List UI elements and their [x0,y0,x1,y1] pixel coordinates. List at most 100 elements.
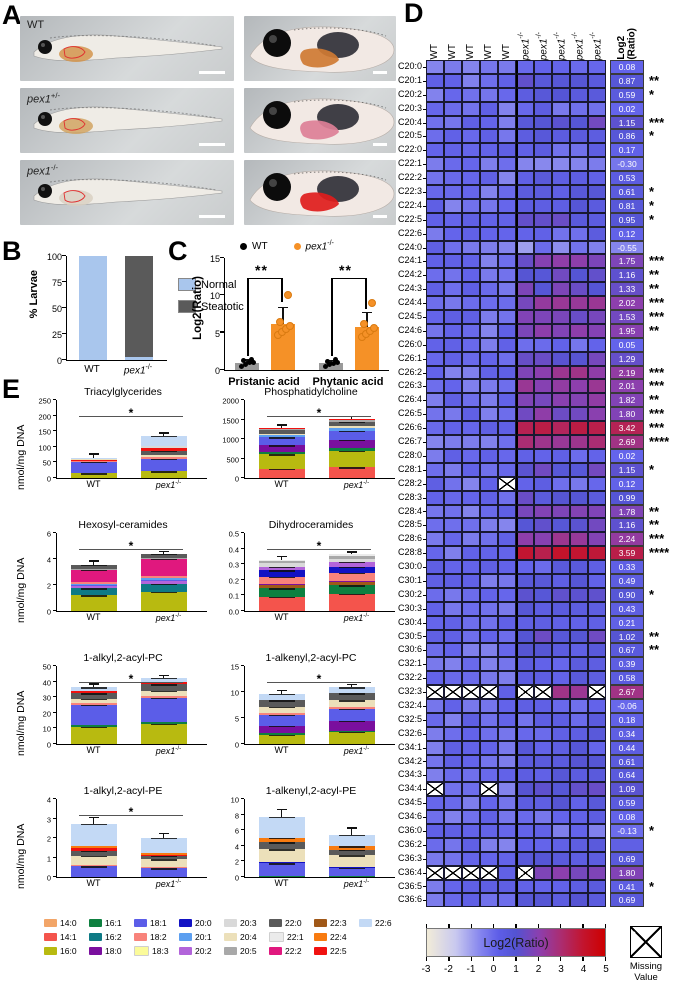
bar-segment-18:0 [259,726,305,734]
y-tick-label: 10 [42,724,51,734]
legend-swatch [44,947,57,955]
heatmap-cell [570,643,588,658]
lipid-species-label: C36:6 [398,893,426,907]
error-cap [89,683,99,685]
heatmap-cell [426,504,444,519]
heatmap-cell [534,851,552,866]
legend-item-16:1: 16:1 [89,918,134,928]
bar-segment-22:0 [329,693,375,701]
heatmap-cell [426,712,444,727]
lipid-species-label: C28:5 [398,518,426,532]
heatmap-cell [570,560,588,574]
bar-segment-18:2 [141,457,187,459]
segment-error-mark [269,734,295,737]
segment-error-mark [151,690,177,693]
ko-data-point [286,321,294,330]
column-header-text: pex1-/- [536,31,550,60]
segment-error-mark [151,838,177,840]
bar-segment-22:0 [259,700,305,707]
error-cap [362,311,372,314]
heatmap-cell [444,490,462,505]
stacked-bar-WT [71,564,117,611]
significance-stars: * [649,586,655,602]
bar-segment-Normal [79,256,107,360]
lipid-species-label: C34:3 [398,768,426,782]
log2-ratio-value: 0.41 [610,879,644,894]
legend-row: 16:0 18:0 18:3 20:2 20:5 22:2 22:5 [44,946,408,956]
heatmap-row: C30:2 0.90 * [398,588,682,602]
heatmap-cell [480,893,498,908]
legend-label: Normal [201,278,237,291]
heatmap-cell [534,129,552,144]
heatmap-color-scale: Log2(Ratio) -3 -2 -1 0 1 2 3 4 5 Missing Value [422,924,672,984]
legend-swatch [224,919,237,927]
significance-line: * [79,670,183,685]
heatmap-cell [444,365,462,380]
significance-stars [644,657,679,671]
stacked-bar-WT [259,428,305,478]
y-tick-label: 500 [226,455,239,464]
stacked-bar-WT [71,823,117,877]
log2-ratio-value: 2.19 [610,365,644,380]
heatmap-cell [480,143,498,158]
larva-closeup-illustration [249,98,395,145]
missing-value-legend: Missing Value [620,924,672,984]
heatmap-cell [462,365,480,380]
heatmap-cell [516,101,534,116]
heatmap-cell [588,796,606,811]
legend-swatch [359,919,372,927]
legend-label: 14:1 [60,932,77,942]
error-cap [89,453,99,455]
legend-swatch [44,933,57,941]
legend-dot [293,242,301,250]
missing-value-cell [444,685,462,699]
legend-item-pex1-/-: pex1-/- [293,240,334,252]
bar-segment-16:0 [71,726,117,744]
heatmap-cell [534,754,552,769]
heatmap-cell [426,379,444,394]
genotype-legend: WT pex1-/- [240,240,334,252]
segment-error-mark [81,588,107,590]
y-tick-label: 1 [46,854,51,863]
bar-segment-20:4 [329,855,375,867]
segment-error-mark [81,704,107,707]
chart-body: 0 5 10 15 * [217,663,405,750]
y-tick-mark [53,558,56,559]
bracket-leg [331,278,333,356]
bar-segment-18:0 [329,720,375,731]
heatmap-cell [588,365,606,380]
heatmap-cell [570,601,588,616]
heatmap-row: C26:5 1.80 *** [398,407,682,422]
heatmap-cell [480,573,498,588]
heatmap-cell [552,518,570,533]
heatmap-cell [444,407,462,422]
segment-error-mark [81,855,107,858]
y-tick-label: 6 [46,529,51,539]
panel-b-letter: B [2,236,22,266]
heatmap-cell [588,323,606,338]
y-tick-mark [62,332,66,334]
bar-segment-22:0 [329,849,375,856]
log2-ratio-value: 1.33 [610,282,644,297]
heatmap-cell [444,754,462,769]
heatmap-cell [552,323,570,338]
y-tick-label: 0.0 [228,607,239,617]
segment-error-mark [269,469,295,471]
segment-error-mark [339,855,365,857]
log2-ratio-value: 2.24 [610,532,644,547]
segment-error-mark [269,576,295,579]
scale-tick-label: 2 [535,964,542,975]
heatmap-cell [516,212,534,227]
bar-segment-18:0 [259,445,305,452]
segment-error-mark [81,698,107,701]
heatmap-cell [588,782,606,797]
bar-segment-22:6 [71,457,117,459]
scale-tick [537,924,539,928]
heatmap-cell [552,643,570,658]
heatmap-cell [462,740,480,755]
bar-segment-20:0 [329,566,375,573]
heatmap-cell [534,865,552,880]
bar-segment-Steatotic [125,256,153,357]
heatmap-cell [588,393,606,408]
